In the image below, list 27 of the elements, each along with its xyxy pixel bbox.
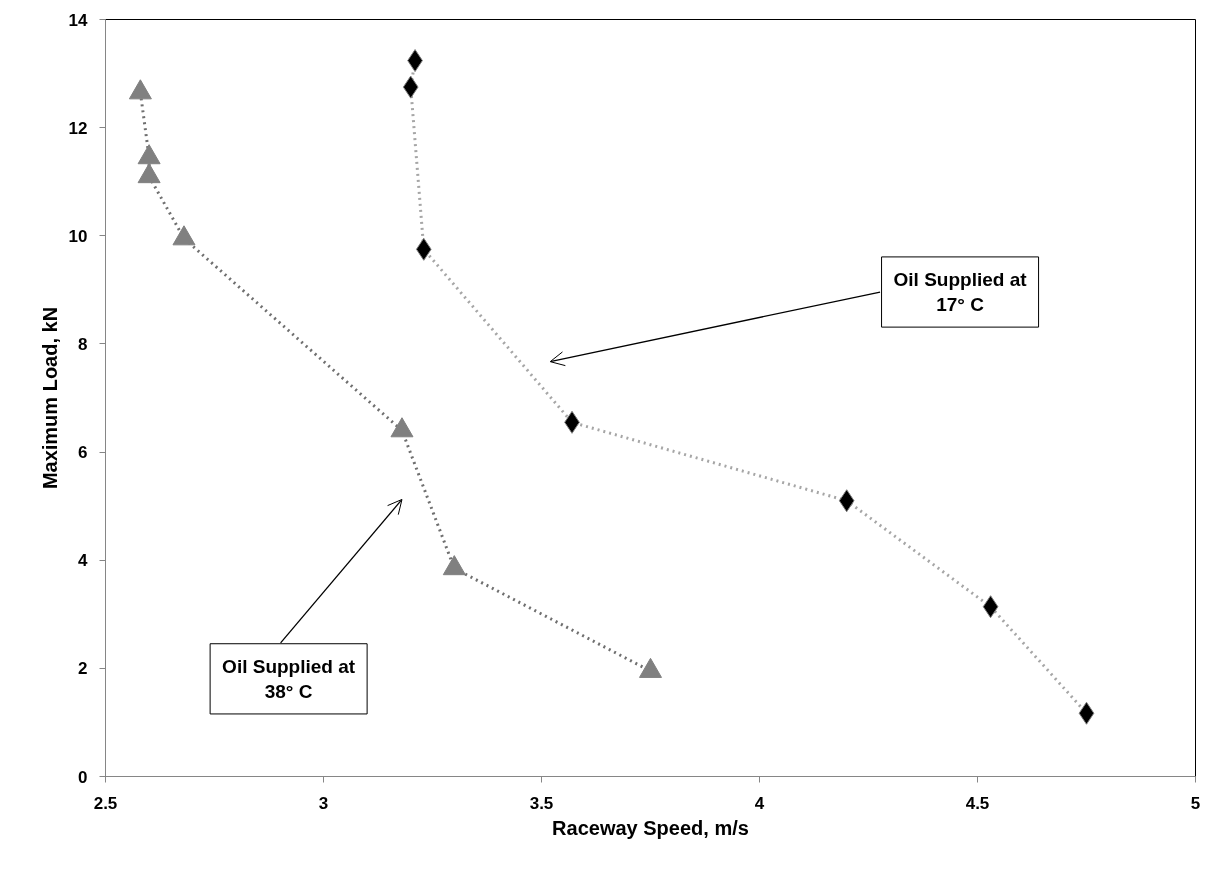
y-axis-title: Maximum Load, kN: [38, 306, 61, 490]
point: [128, 79, 152, 100]
point: [390, 417, 414, 438]
y-tick-label: 4: [78, 551, 89, 571]
y-tick-label: 8: [78, 334, 88, 354]
x-tick-label: 3: [318, 793, 329, 813]
point: [137, 144, 161, 165]
y-tick-label: 2: [78, 659, 88, 679]
point: [415, 237, 432, 261]
point: [982, 595, 999, 619]
x-axis-title: Raceway Speed, m/s: [552, 816, 749, 839]
y-tick-label: 0: [78, 767, 88, 787]
annotation: Oil Supplied at 38° C: [222, 655, 356, 702]
x-tick-label: 5: [1190, 793, 1201, 813]
y-tick-label: 6: [78, 443, 88, 463]
y-tick-label: 12: [68, 118, 88, 138]
y-tick-label: 10: [68, 226, 88, 246]
point: [137, 163, 161, 184]
point: [838, 489, 855, 513]
point: [172, 225, 196, 246]
annotation: Oil Supplied at 17° C: [893, 268, 1028, 316]
x-tick-label: 4.5: [965, 793, 990, 813]
x-tick-label: 2.5: [93, 793, 118, 813]
x-tick-label: 4: [754, 793, 765, 813]
x-tick-label: 3.5: [529, 793, 554, 813]
point: [1078, 701, 1095, 725]
y-tick-label: 14: [68, 10, 89, 30]
